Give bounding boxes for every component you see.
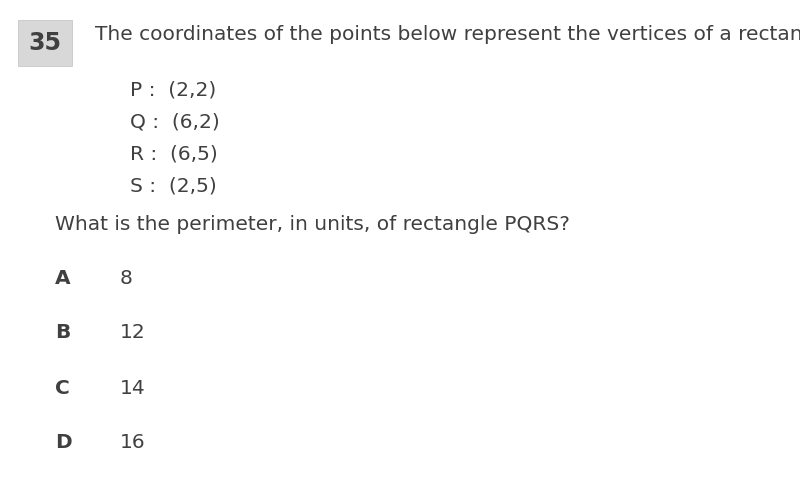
Text: 12: 12 [120,324,146,342]
Text: P :  (2,2): P : (2,2) [130,80,216,100]
Text: S :  (2,5): S : (2,5) [130,176,217,196]
Text: What is the perimeter, in units, of rectangle PQRS?: What is the perimeter, in units, of rect… [55,216,570,234]
Text: C: C [55,378,70,398]
Text: 8: 8 [120,268,133,287]
Text: B: B [55,324,70,342]
FancyBboxPatch shape [18,20,72,66]
Text: 16: 16 [120,434,146,452]
Text: 14: 14 [120,378,146,398]
Text: The coordinates of the points below represent the vertices of a rectangle.: The coordinates of the points below repr… [95,26,800,44]
Text: A: A [55,268,70,287]
Text: Q :  (6,2): Q : (6,2) [130,112,220,132]
Text: D: D [55,434,72,452]
Text: R :  (6,5): R : (6,5) [130,144,218,164]
Text: 35: 35 [29,31,62,55]
